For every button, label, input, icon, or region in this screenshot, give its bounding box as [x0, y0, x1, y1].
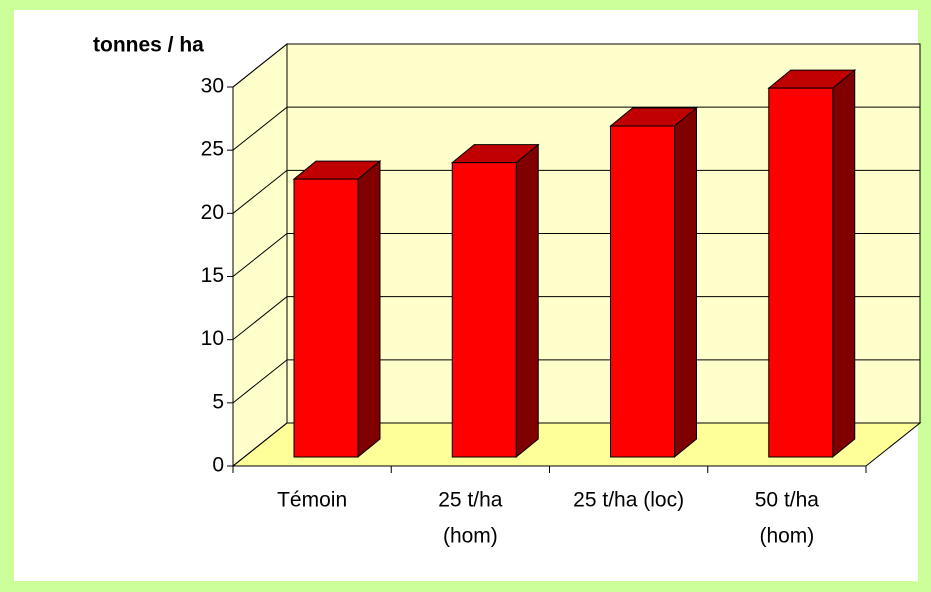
y-tick-label: 15	[201, 264, 224, 287]
grid-line	[232, 43, 288, 88]
bar-side	[832, 69, 856, 459]
y-tick-label: 10	[201, 327, 224, 350]
grid-line	[232, 359, 288, 404]
bar	[768, 87, 834, 458]
y-axis-label: tonnes / ha	[93, 34, 204, 57]
grid-line	[232, 296, 288, 341]
bar-side	[357, 160, 381, 459]
x-tick-label: Témoin	[277, 489, 347, 512]
grid-line	[232, 422, 288, 467]
grid-line	[232, 106, 288, 151]
x-tick-label: 25 t/ha (loc)	[573, 489, 684, 512]
y-tick-label: 25	[201, 138, 224, 161]
y-tick-label: 20	[201, 201, 224, 224]
bar	[293, 178, 359, 458]
bar-side	[515, 143, 539, 459]
bar	[610, 125, 675, 458]
x-tick-label: 50 t/ha	[755, 489, 820, 512]
x-tick-label: 25 t/ha	[438, 489, 503, 512]
grid-line	[232, 169, 288, 214]
bar-side	[674, 106, 697, 459]
y-tick-label: 0	[212, 454, 224, 477]
grid-line	[232, 233, 288, 277]
x-tick-label: (hom)	[443, 525, 498, 548]
y-tick-label: 5	[212, 390, 224, 413]
y-tick-label: 30	[201, 75, 224, 98]
bar	[451, 162, 517, 458]
x-tick-label: (hom)	[759, 525, 814, 548]
